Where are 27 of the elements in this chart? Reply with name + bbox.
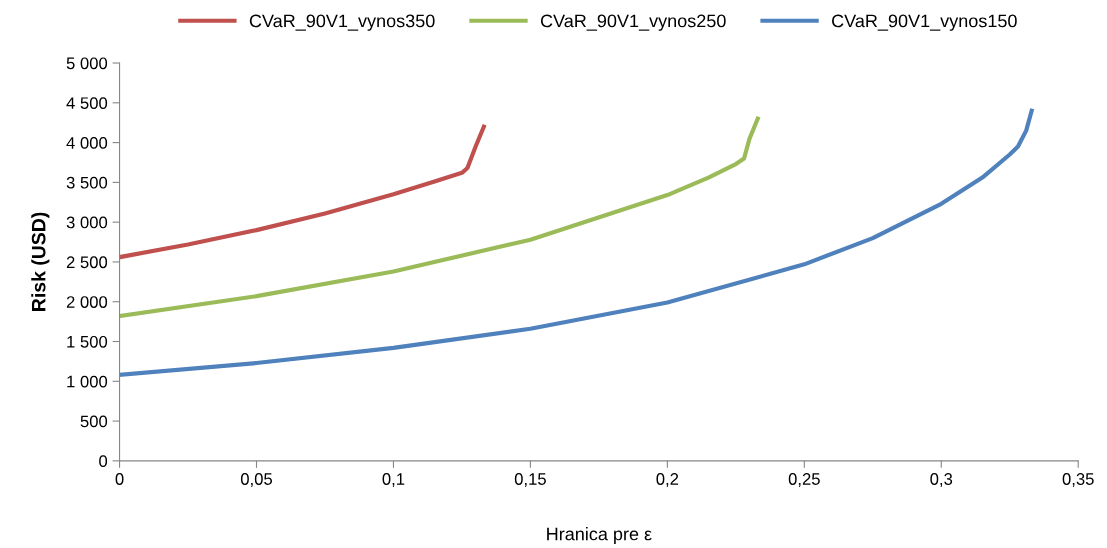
legend-label: CVaR_90V1_vynos150 <box>832 14 1017 31</box>
y-tick-label: 2 500 <box>66 256 108 269</box>
y-tick-label: 3 500 <box>66 176 108 189</box>
y-tick-label: 500 <box>80 415 108 428</box>
line-series <box>119 116 760 319</box>
x-tick-label: 0,05 <box>240 473 273 487</box>
x-tick-label: 0,3 <box>930 473 953 487</box>
y-tick-label: 4 500 <box>66 97 108 110</box>
y-axis-title: Risk (USD) <box>31 212 50 311</box>
x-tick-label: 0 <box>115 473 124 485</box>
y-tick-label: 0 <box>99 455 108 468</box>
x-axis-title: Hranica pre ε <box>547 527 652 544</box>
line-series <box>119 108 1034 378</box>
y-tick-label: 1 500 <box>67 335 108 348</box>
x-tick-label: 0,2 <box>656 473 679 487</box>
y-tick-label: 4 000 <box>66 136 108 149</box>
x-tick-label: 0,35 <box>1062 473 1094 487</box>
legend-label: CVaR_90V1_vynos250 <box>540 14 726 31</box>
x-tick-label: 0,25 <box>788 473 820 487</box>
x-tick-label: 0,15 <box>514 473 546 487</box>
y-tick-label: 5 000 <box>66 57 108 70</box>
x-tick-label: 0,1 <box>382 473 405 487</box>
legend-label: CVaR_90V1_vynos350 <box>249 14 435 31</box>
y-tick-label: 3 000 <box>66 216 108 229</box>
y-tick-label: 1 000 <box>67 375 108 388</box>
y-tick-label: 2 000 <box>66 296 108 308</box>
line-series <box>119 124 486 260</box>
